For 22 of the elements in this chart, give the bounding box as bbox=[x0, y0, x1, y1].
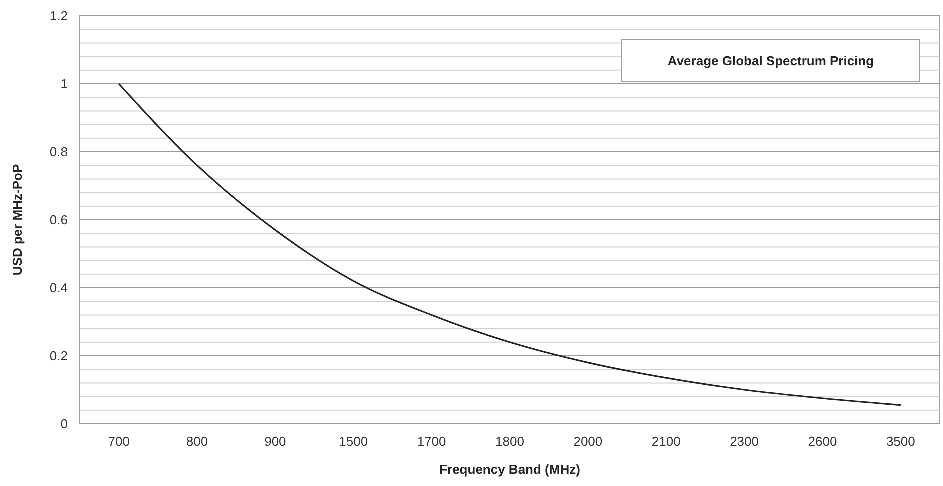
x-tick-label: 2300 bbox=[730, 434, 760, 449]
x-tick-label: 2600 bbox=[808, 434, 838, 449]
y-axis-title: USD per MHz-PoP bbox=[10, 164, 25, 276]
y-tick-label: 0.8 bbox=[50, 144, 68, 160]
x-tick-label: 1500 bbox=[339, 434, 368, 449]
x-tick-label: 2100 bbox=[652, 434, 681, 449]
x-tick-label: 1800 bbox=[496, 434, 524, 449]
x-tick-label: 700 bbox=[108, 434, 130, 449]
x-tick-label: 2000 bbox=[574, 434, 603, 449]
y-tick-label: 0 bbox=[60, 416, 68, 432]
x-tick-label: 1700 bbox=[417, 434, 446, 449]
y-tick-label: 0.2 bbox=[50, 348, 68, 364]
x-tick-label: 3500 bbox=[886, 434, 916, 449]
y-tick-label: 0.6 bbox=[50, 212, 68, 228]
line-series bbox=[118, 83, 902, 406]
y-tick-label: 1.2 bbox=[50, 8, 68, 24]
y-tick-label: 1 bbox=[60, 76, 68, 92]
x-axis-title: Frequency Band (MHz) bbox=[440, 462, 580, 477]
x-tick-label: 800 bbox=[186, 434, 208, 449]
x-tick-label: 900 bbox=[264, 434, 286, 449]
text: Average Global Spectrum Pricing bbox=[668, 54, 874, 69]
y-tick-label: 0.4 bbox=[50, 280, 68, 296]
